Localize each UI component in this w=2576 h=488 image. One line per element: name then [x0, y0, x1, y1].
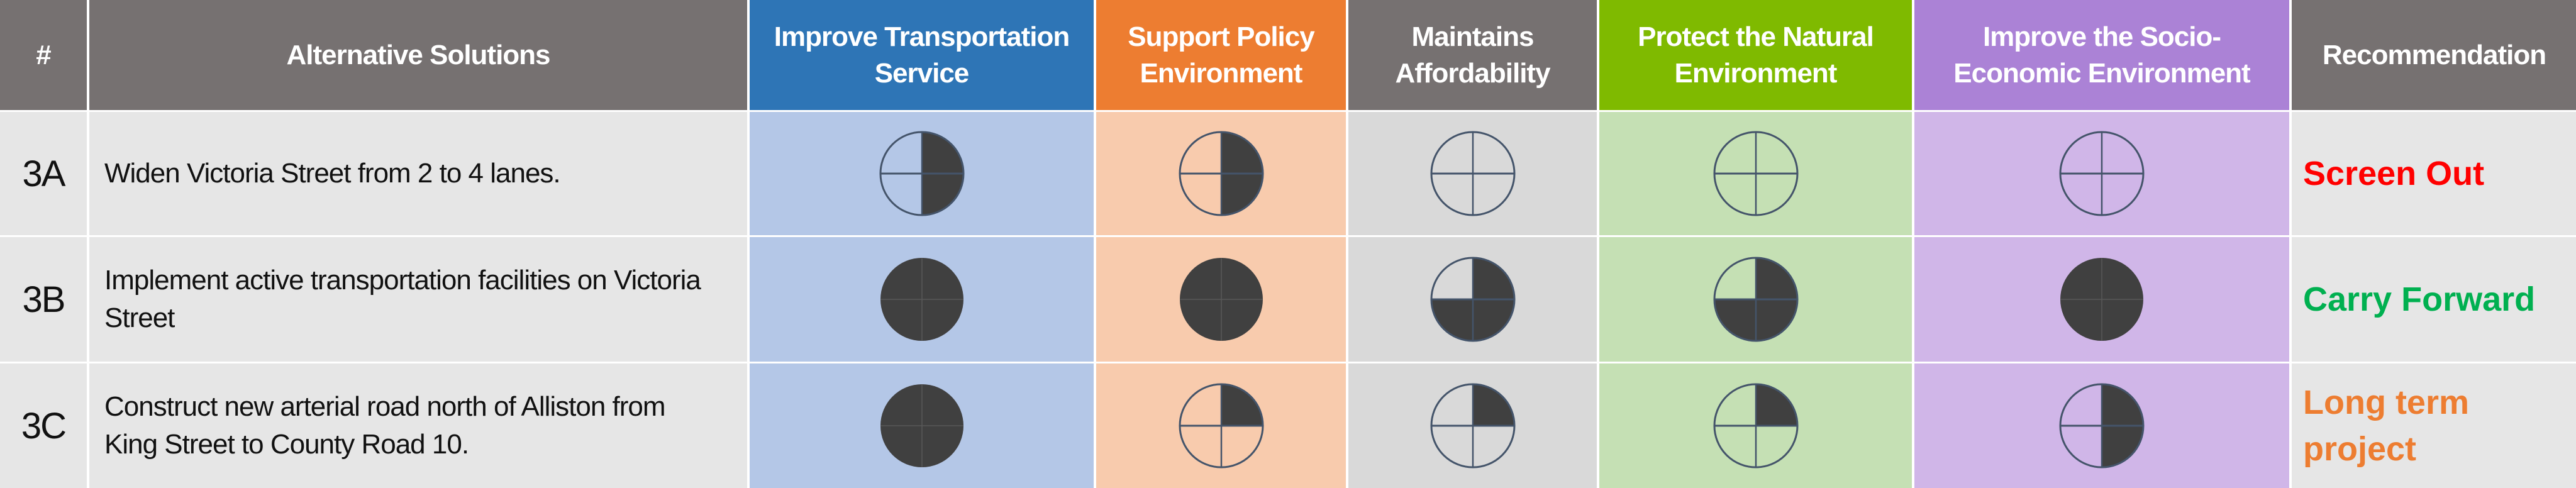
rating-cell-policy	[1096, 112, 1346, 235]
harvey-ball-icon	[1430, 131, 1515, 216]
row-id: 3A	[0, 112, 87, 235]
header-improve-socio-economic: Improve the Socio-Economic Environment	[1914, 0, 2289, 110]
rating-cell-natural	[1599, 112, 1912, 235]
recommendation-label: Carry Forward	[2303, 280, 2536, 318]
row-alternative: Construct new arterial road north of All…	[89, 363, 747, 488]
row-id-label: 3B	[22, 279, 66, 320]
harvey-ball-icon	[1179, 131, 1263, 216]
header-recommendation-label: Recommendation	[2322, 39, 2546, 70]
row-id: 3C	[0, 363, 87, 488]
header-afford-label: Maintains Affordability	[1395, 21, 1550, 89]
header-protect-natural-environment: Protect the Natural Environment	[1599, 0, 1912, 110]
harvey-ball-icon	[1179, 258, 1263, 341]
rating-cell-natural	[1599, 237, 1912, 362]
rating-cell-policy	[1096, 237, 1346, 362]
header-number: #	[0, 0, 87, 110]
header-natural-label: Protect the Natural Environment	[1638, 21, 1874, 89]
row-id-label: 3C	[21, 405, 67, 446]
rating-cell-transport	[750, 237, 1094, 362]
harvey-ball-icon	[2059, 131, 2145, 216]
rating-cell-transport	[750, 363, 1094, 488]
header-support-policy: Support Policy Environment	[1096, 0, 1346, 110]
row-alternative-text: Implement active transportation faciliti…	[104, 265, 701, 333]
header-socio-label: Improve the Socio-Economic Environment	[1953, 21, 2250, 89]
rating-cell-socio	[1914, 363, 2289, 488]
harvey-ball-icon	[1179, 383, 1263, 469]
header-alternative-solutions: Alternative Solutions	[89, 0, 747, 110]
header-improve-transportation: Improve Transportation Service	[750, 0, 1094, 110]
header-transport-label: Improve Transportation Service	[774, 21, 1070, 89]
harvey-ball-icon	[1713, 257, 1798, 342]
harvey-ball-icon	[880, 384, 963, 467]
rating-cell-socio	[1914, 112, 2289, 235]
rating-cell-natural	[1599, 363, 1912, 488]
harvey-ball-icon	[2059, 383, 2145, 469]
header-number-label: #	[36, 39, 52, 70]
header-maintains-affordability: Maintains Affordability	[1348, 0, 1597, 110]
header-policy-label: Support Policy Environment	[1128, 21, 1314, 89]
row-alternative-text: Widen Victoria Street from 2 to 4 lanes.	[104, 158, 561, 189]
rating-cell-policy	[1096, 363, 1346, 488]
recommendation-cell: Carry Forward	[2292, 237, 2576, 362]
rating-cell-afford	[1348, 237, 1597, 362]
row-alternative: Widen Victoria Street from 2 to 4 lanes.	[89, 112, 747, 235]
rating-cell-transport	[750, 112, 1094, 235]
recommendation-cell: Long term project	[2292, 363, 2576, 488]
rating-cell-afford	[1348, 363, 1597, 488]
harvey-ball-icon	[1430, 383, 1515, 469]
harvey-ball-icon	[1713, 383, 1798, 469]
harvey-ball-icon	[1713, 131, 1798, 216]
row-id-label: 3A	[22, 153, 66, 194]
recommendation-cell: Screen Out	[2292, 112, 2576, 235]
harvey-ball-icon	[1430, 257, 1515, 342]
rating-cell-afford	[1348, 112, 1597, 235]
header-recommendation: Recommendation	[2292, 0, 2576, 110]
harvey-ball-icon	[879, 131, 964, 216]
row-id: 3B	[0, 237, 87, 362]
recommendation-label: Screen Out	[2303, 155, 2485, 192]
rating-cell-socio	[1914, 237, 2289, 362]
harvey-ball-icon	[2060, 258, 2143, 341]
recommendation-label: Long term project	[2303, 384, 2469, 468]
row-alternative: Implement active transportation faciliti…	[89, 237, 747, 362]
header-alternatives-label: Alternative Solutions	[286, 39, 550, 70]
harvey-ball-icon	[880, 258, 963, 341]
row-alternative-text: Construct new arterial road north of All…	[104, 391, 666, 460]
